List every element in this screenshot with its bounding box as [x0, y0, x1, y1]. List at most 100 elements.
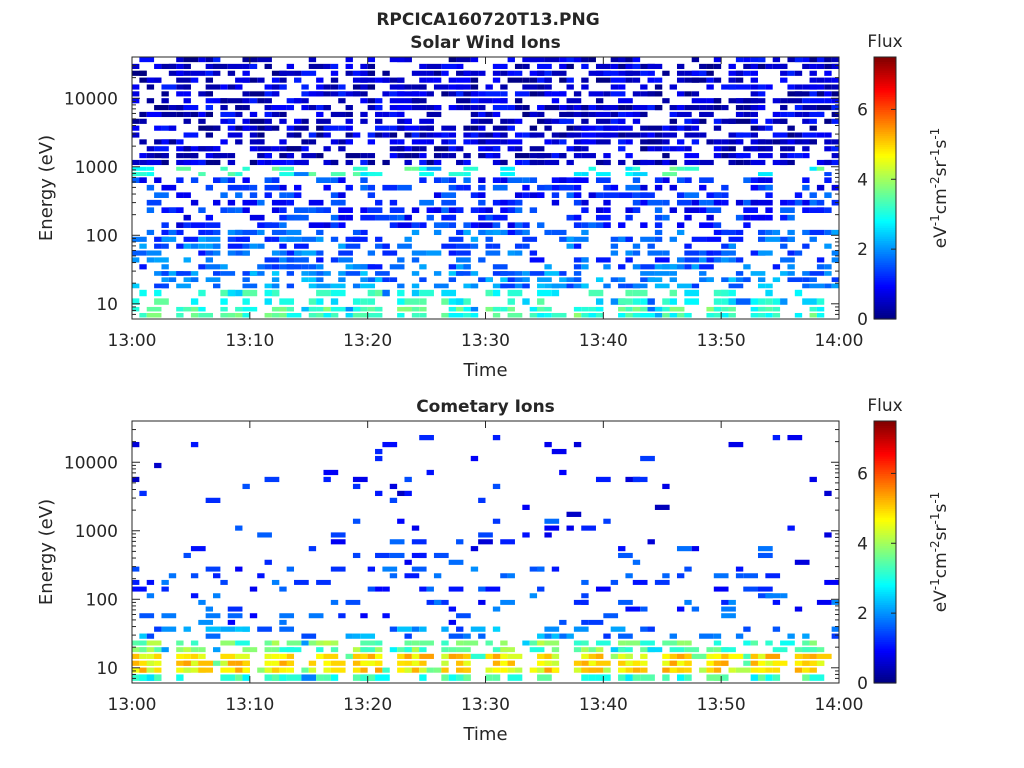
spectrogram-cell: [478, 257, 486, 263]
spectrogram-cell: [728, 599, 736, 605]
spectrogram-cell: [537, 192, 545, 198]
spectrogram-cell: [735, 70, 744, 76]
spectrogram-cell: [316, 84, 324, 90]
spectrogram-cell: [816, 257, 825, 263]
spectrogram-cell: [154, 105, 169, 111]
spectrogram-cell: [522, 271, 530, 276]
spectrogram-cell: [478, 98, 493, 104]
spectrogram-cell: [345, 118, 353, 124]
spectrogram-cell: [154, 125, 162, 131]
spectrogram-cell: [286, 667, 295, 673]
spectrogram-cell: [463, 633, 471, 639]
spectrogram-cell: [345, 264, 361, 270]
spectrogram-cell: [161, 91, 169, 97]
spectrogram-cell: [780, 214, 788, 221]
spectrogram-cell: [146, 667, 155, 673]
spectrogram-cell: [514, 63, 523, 70]
spectrogram-cell: [551, 139, 560, 145]
spectrogram-cell: [772, 434, 781, 441]
spectrogram-cell: [573, 312, 582, 318]
spectrogram-cell: [492, 674, 501, 681]
spectrogram-cell: [706, 277, 714, 283]
spectrogram-cell: [809, 674, 825, 681]
spectrogram-cell: [588, 166, 596, 171]
spectrogram-cell: [485, 84, 493, 90]
spectrogram-cell: [433, 573, 442, 579]
spectrogram-cell: [301, 105, 309, 111]
spectrogram-cell: [433, 271, 442, 276]
spectrogram-cell: [757, 312, 766, 318]
spectrogram-cell: [632, 177, 641, 183]
spectrogram-cell: [433, 159, 442, 166]
spectrogram-cell: [456, 207, 464, 213]
colorbar-segment: [874, 81, 896, 84]
spectrogram-cell: [308, 105, 317, 111]
spectrogram-cell: [706, 105, 714, 111]
spectrogram-cell: [154, 139, 169, 145]
spectrogram-cell: [389, 77, 405, 83]
spectrogram-cell: [500, 271, 515, 276]
spectrogram-cell: [404, 476, 412, 483]
spectrogram-cell: [146, 593, 155, 599]
spectrogram-cell: [161, 271, 169, 276]
spectrogram-cell: [441, 222, 449, 228]
spectrogram-cell: [684, 125, 692, 131]
colorbar-segment: [874, 527, 896, 531]
spectrogram-cell: [780, 77, 788, 83]
colorbar-segment: [874, 308, 896, 311]
spectrogram-cell: [213, 153, 228, 159]
spectrogram-cell: [750, 271, 766, 276]
spectrogram-cell: [227, 125, 236, 131]
spectrogram-cell: [375, 640, 383, 646]
colorbar-segment: [874, 634, 896, 638]
colorbar-segment: [874, 648, 896, 651]
colorbar-segment: [874, 473, 896, 477]
spectrogram-cell: [809, 63, 817, 70]
colorbar-segment: [874, 65, 896, 69]
spectrogram-cell: [176, 222, 184, 228]
spectrogram-cell: [389, 111, 405, 118]
spectrogram-cell: [271, 91, 280, 97]
spectrogram-cell: [684, 166, 700, 171]
spectrogram-cell: [264, 98, 272, 104]
spectrogram-cell: [676, 70, 685, 76]
spectrogram-cell: [279, 613, 295, 619]
spectrogram-cell: [765, 207, 773, 213]
spectrogram-cell: [397, 298, 405, 305]
spectrogram-cell: [367, 132, 376, 138]
colorbar-segment: [874, 440, 896, 444]
spectrogram-cell: [603, 222, 611, 228]
spectrogram-cell: [728, 277, 736, 283]
spectrogram-cell: [632, 111, 648, 118]
spectrogram-cell: [456, 640, 464, 646]
spectrogram-cell: [286, 236, 295, 242]
spectrogram-cell: [654, 579, 670, 585]
spectrogram-cell: [713, 153, 722, 159]
spectrogram-cell: [352, 132, 361, 138]
spectrogram-cell: [522, 236, 538, 242]
colorbar-segment: [874, 650, 896, 654]
spectrogram-cell: [132, 306, 140, 312]
spectrogram-cell: [352, 283, 361, 289]
spectrogram-cell: [183, 306, 199, 312]
x-tick-label: 13:10: [225, 331, 274, 351]
spectrogram-cell: [279, 70, 295, 76]
spectrogram-cell: [448, 222, 457, 228]
spectrogram-cell: [735, 118, 751, 124]
spectrogram-cell: [397, 626, 412, 632]
spectrogram-cell: [735, 298, 751, 305]
spectrogram-cell: [640, 674, 655, 681]
x-tick-label: 13:20: [343, 695, 392, 715]
spectrogram-cell: [551, 312, 567, 318]
spectrogram-cell: [205, 236, 221, 242]
spectrogram-cell: [433, 283, 449, 289]
spectrogram-cell: [264, 84, 280, 90]
spectrogram-cell: [367, 63, 376, 70]
spectrogram-cell: [588, 674, 596, 681]
spectrogram-cell: [647, 250, 663, 256]
spectrogram-cell: [183, 105, 199, 111]
spectrogram-cell: [411, 566, 427, 572]
spectrogram-cell: [279, 586, 287, 592]
